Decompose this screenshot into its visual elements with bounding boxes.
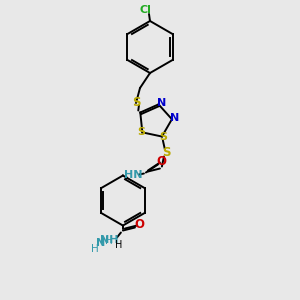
- Text: H: H: [91, 244, 99, 254]
- Text: N: N: [157, 98, 166, 108]
- Text: O: O: [134, 218, 144, 231]
- Text: S: S: [159, 131, 167, 142]
- Text: H: H: [115, 239, 123, 250]
- Text: S: S: [137, 128, 146, 137]
- Text: Cl: Cl: [139, 5, 151, 15]
- Text: N: N: [170, 113, 179, 123]
- Text: N: N: [96, 238, 106, 248]
- Text: HN: HN: [124, 169, 142, 179]
- Text: H: H: [105, 236, 113, 245]
- Text: S: S: [162, 146, 170, 159]
- Text: S: S: [132, 97, 140, 110]
- Text: O: O: [156, 155, 166, 168]
- Text: NH: NH: [100, 235, 118, 244]
